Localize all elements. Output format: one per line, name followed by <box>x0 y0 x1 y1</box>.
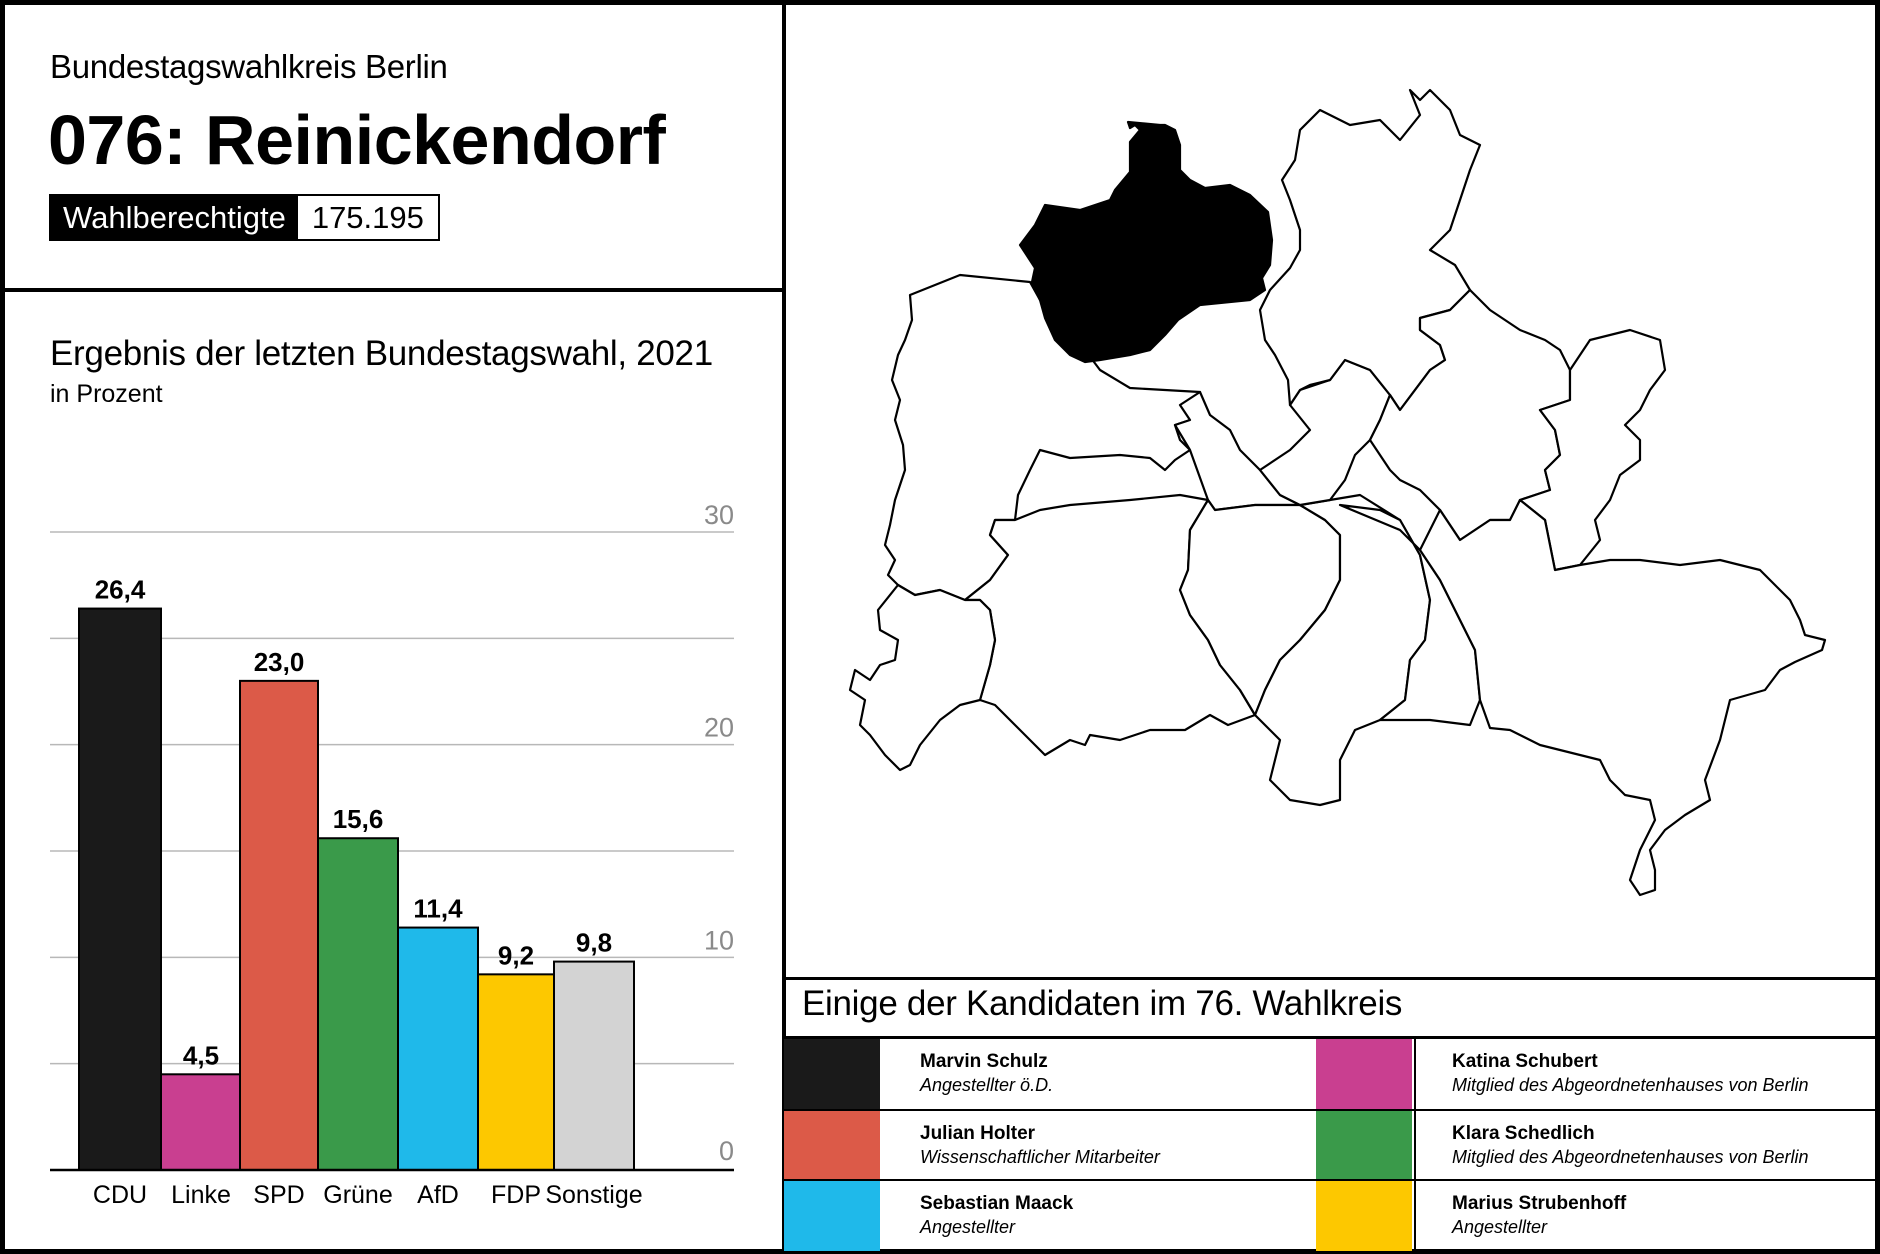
district-title: 076: Reinickendorf <box>48 101 666 179</box>
candidate-job: Mitglied des Abgeordnetenhauses von Berl… <box>1452 1075 1809 1095</box>
candidate-3: Julian Holter Wissenschaftlicher Mitarbe… <box>784 1111 1332 1181</box>
candidate-name: Marvin Schulz <box>920 1051 1048 1072</box>
bar-value-label: 4,5 <box>183 1040 219 1070</box>
candidate-swatch <box>1316 1111 1412 1181</box>
candidate-name: Julian Holter <box>920 1123 1036 1144</box>
bar-cdu <box>78 607 162 1171</box>
candidate-1: Marvin Schulz Angestellter ö.D. <box>784 1039 1332 1109</box>
candidate-swatch <box>1316 1181 1412 1251</box>
voters-label: Wahlberechtigte <box>51 196 298 239</box>
map-district-reinickendorf <box>1018 120 1274 364</box>
candidate-swatch <box>784 1039 880 1109</box>
candidate-4: Klara Schedlich Mitglied des Abgeordnete… <box>1316 1111 1880 1181</box>
bar-afd <box>397 926 479 1171</box>
candidate-6: Marius Strubenhoff Angestellter <box>1316 1181 1880 1251</box>
district-subtitle: Bundestagswahlkreis Berlin <box>50 48 448 85</box>
bar-linke <box>160 1073 242 1172</box>
x-category-label: FDP <box>491 1181 541 1209</box>
candidate-job: Angestellter <box>1452 1217 1548 1237</box>
column-divider <box>782 0 786 1254</box>
bar-fdp <box>477 973 555 1172</box>
bar-value-label: 23,0 <box>254 647 305 677</box>
candidate-name: Klara Schedlich <box>1452 1123 1595 1144</box>
candidate-swatch <box>784 1111 880 1181</box>
candidate-2: Katina Schubert Mitglied des Abgeordnete… <box>1316 1039 1880 1109</box>
candidate-swatch <box>784 1181 880 1251</box>
bar-grüne <box>317 837 399 1171</box>
y-tick-label: 20 <box>704 713 734 743</box>
candidate-name: Marius Strubenhoff <box>1452 1193 1627 1214</box>
bar-sonstige <box>553 960 635 1171</box>
candidate-swatch <box>1316 1039 1412 1109</box>
bar-value-label: 9,8 <box>576 928 612 958</box>
bar-value-label: 11,4 <box>413 894 463 924</box>
candidate-job: Wissenschaftlicher Mitarbeiter <box>920 1147 1160 1167</box>
chart-title: Ergebnis der letzten Bundestagswahl, 202… <box>50 334 713 373</box>
candidates-heading-divider <box>784 1036 1880 1039</box>
bar-chart: 0 10 20 30 26,4 CDU 4,5 Linke 23,0 SPD 15,6 Grüne 11… <box>50 500 734 1209</box>
x-category-label: Linke <box>171 1181 231 1209</box>
voters-box: Wahlberechtigte 175.195 <box>49 194 440 241</box>
bar-value-label: 15,6 <box>333 804 384 834</box>
candidate-name: Katina Schubert <box>1452 1051 1598 1072</box>
candidates-grid: Marvin Schulz Angestellter ö.D. Katina S… <box>784 1039 1880 1251</box>
bar-spd <box>239 679 319 1171</box>
map-district-marzahn <box>1518 328 1667 572</box>
x-category-label: SPD <box>253 1181 304 1209</box>
x-category-label: AfD <box>417 1181 459 1209</box>
chart-unit: in Prozent <box>50 380 163 408</box>
x-category-label: Sonstige <box>545 1181 642 1209</box>
candidates-top-divider <box>784 977 1880 980</box>
y-tick-label: 10 <box>704 925 734 955</box>
x-category-label: CDU <box>93 1181 147 1209</box>
map-district-sw-edge <box>848 583 997 772</box>
bar-value-label: 26,4 <box>95 575 146 605</box>
map-district-treptow-koepenick <box>1418 498 1827 897</box>
candidate-column-divider <box>1414 1039 1416 1249</box>
y-tick-label: 0 <box>719 1136 734 1166</box>
x-category-label: Grüne <box>323 1181 392 1209</box>
voters-value: 175.195 <box>297 196 438 239</box>
candidate-job: Angestellter <box>920 1217 1016 1237</box>
candidate-row-divider <box>784 1109 1880 1111</box>
candidate-5: Sebastian Maack Angestellter <box>784 1181 1332 1251</box>
y-tick-label: 30 <box>704 500 734 530</box>
berlin-district-map <box>848 88 1827 897</box>
candidate-name: Sebastian Maack <box>920 1193 1074 1214</box>
candidate-job: Angestellter ö.D. <box>920 1075 1054 1095</box>
candidate-job: Mitglied des Abgeordnetenhauses von Berl… <box>1452 1147 1809 1167</box>
candidates-heading: Einige der Kandidaten im 76. Wahlkreis <box>802 984 1403 1023</box>
header-divider <box>0 288 784 292</box>
candidate-row-divider <box>784 1179 1880 1181</box>
bar-value-label: 9,2 <box>498 940 534 970</box>
